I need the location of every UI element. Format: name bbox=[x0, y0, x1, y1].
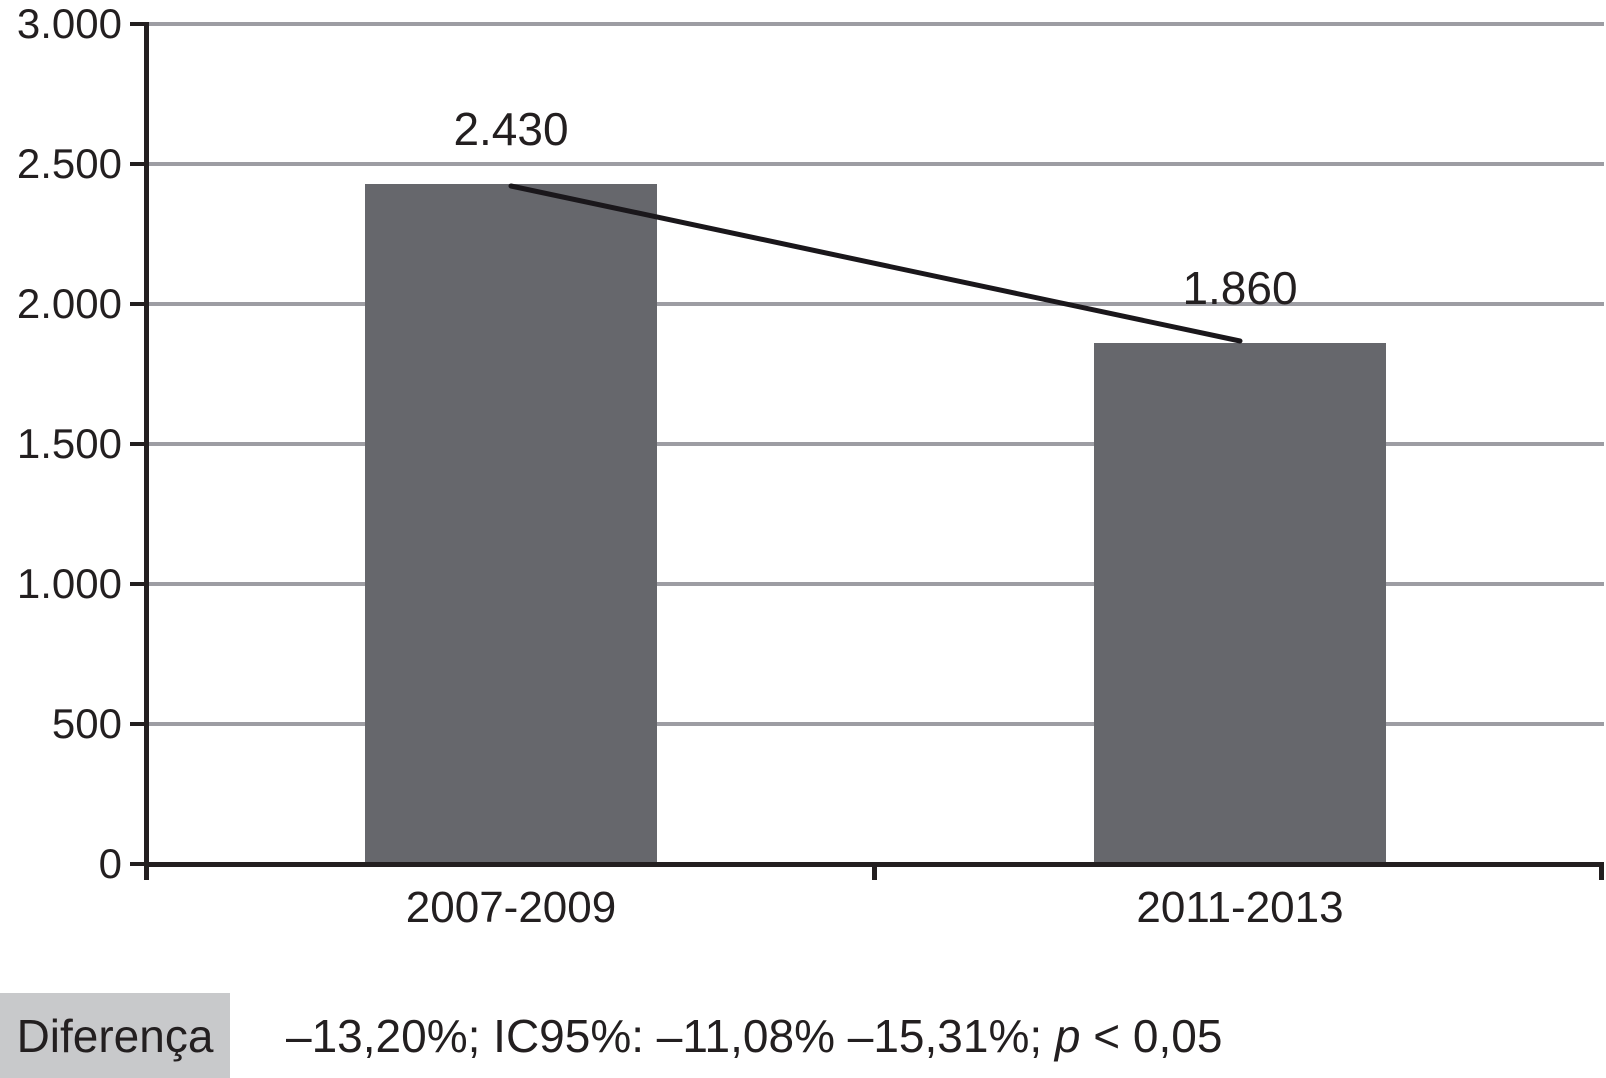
y-tick-2000 bbox=[130, 302, 147, 306]
stats-suffix: < 0,05 bbox=[1080, 1009, 1223, 1062]
bar-value-label-0: 2.430 bbox=[453, 103, 569, 155]
difference-label: Diferença bbox=[16, 1009, 214, 1062]
y-tick-1000 bbox=[130, 582, 147, 586]
y-tick-1500 bbox=[130, 442, 147, 446]
gridline-2500 bbox=[146, 162, 1604, 166]
gridline-500 bbox=[146, 722, 1604, 726]
bar-0 bbox=[365, 184, 657, 864]
y-tick-label: 1.500 bbox=[16, 420, 122, 467]
gridline-1000 bbox=[146, 582, 1604, 586]
difference-label-box: Diferença bbox=[0, 993, 230, 1078]
y-tick-3000 bbox=[130, 22, 147, 26]
y-tick-label: 2.000 bbox=[16, 280, 122, 327]
stats-prefix: –13,20%; IC95%: –11,08% –15,31%; bbox=[286, 1009, 1055, 1062]
gridline-1500 bbox=[146, 442, 1604, 446]
gridline-3000 bbox=[146, 22, 1604, 26]
stats-p-symbol: p bbox=[1054, 1009, 1081, 1062]
y-axis-line bbox=[144, 22, 149, 880]
y-tick-2500 bbox=[130, 162, 147, 166]
x-tick-right bbox=[1599, 864, 1604, 880]
y-tick-0 bbox=[130, 862, 147, 866]
x-category-label-0: 2007-2009 bbox=[405, 883, 617, 932]
y-tick-label: 500 bbox=[51, 700, 122, 747]
difference-stats: –13,20%; IC95%: –11,08% –15,31%; p < 0,0… bbox=[286, 993, 1222, 1078]
y-tick-label: 1.000 bbox=[16, 560, 122, 607]
bar-1 bbox=[1094, 343, 1386, 864]
y-tick-500 bbox=[130, 722, 147, 726]
x-category-label-1: 2011-2013 bbox=[1136, 883, 1344, 932]
y-tick-label: 3.000 bbox=[16, 0, 122, 47]
y-tick-label: 2.500 bbox=[16, 140, 122, 187]
y-tick-label: 0 bbox=[98, 840, 122, 887]
bar-value-label-1: 1.860 bbox=[1182, 262, 1298, 314]
x-tick-middle bbox=[872, 864, 877, 880]
